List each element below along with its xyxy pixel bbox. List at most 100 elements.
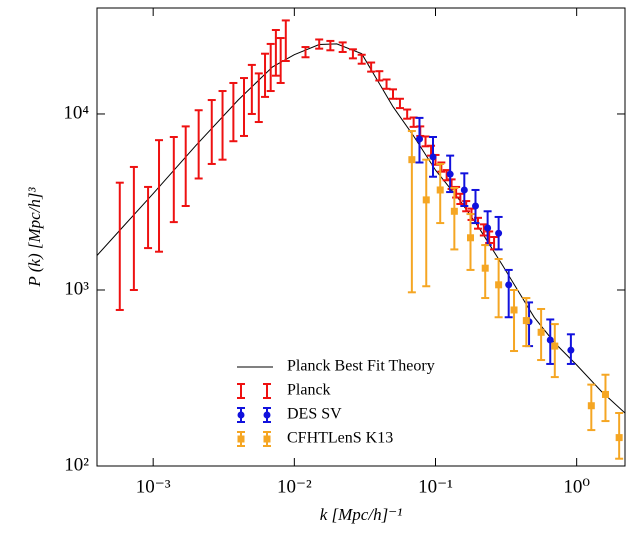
error-bar: [407, 130, 416, 294]
error-bar: [479, 223, 488, 237]
x-tick-label: 10⁻²: [277, 476, 312, 497]
error-bar: [403, 108, 412, 120]
error-bar: [281, 19, 290, 62]
marker: [615, 434, 623, 442]
error-bar: [460, 172, 469, 208]
error-bar: [510, 288, 519, 353]
marker: [450, 207, 458, 215]
legend-marker: [237, 411, 245, 419]
x-tick-label: 10⁻¹: [418, 476, 453, 497]
error-bar: [422, 158, 431, 288]
x-tick-label: 10⁻³: [136, 476, 171, 497]
error-bar: [601, 373, 610, 423]
error-bar: [357, 53, 366, 65]
marker: [408, 156, 416, 164]
legend-label: Planck: [287, 382, 331, 399]
marker: [467, 234, 475, 242]
error-bar: [301, 46, 310, 59]
marker: [537, 328, 545, 336]
error-bar: [436, 162, 445, 225]
error-bar: [271, 28, 280, 77]
error-bar: [466, 213, 475, 271]
marker: [601, 390, 609, 398]
marker: [436, 186, 444, 194]
marker: [567, 346, 575, 354]
plot-frame: [96, 7, 626, 467]
marker: [484, 224, 492, 232]
x-tick-label: 10⁰: [563, 476, 590, 497]
error-bar: [276, 37, 285, 84]
legend-label: DES SV: [287, 406, 342, 423]
legend-marker: [237, 435, 245, 443]
error-bar: [550, 323, 559, 379]
marker: [587, 402, 595, 410]
marker: [422, 196, 430, 204]
error-bar: [471, 188, 480, 225]
legend-marker: [263, 435, 271, 443]
error-bar: [375, 70, 384, 82]
marker: [495, 229, 503, 237]
error-bar: [240, 77, 249, 137]
marker: [522, 317, 530, 325]
error-bar: [326, 39, 335, 52]
error-bar: [615, 412, 624, 460]
error-bar: [247, 63, 256, 115]
error-bar: [483, 210, 492, 247]
marker: [551, 342, 559, 350]
error-bar: [456, 192, 465, 205]
error-bar: [450, 186, 459, 251]
error-bar: [229, 81, 238, 143]
legend-label: CFHTLenS K13: [287, 430, 393, 447]
error-bar: [522, 297, 531, 348]
error-bar: [395, 97, 404, 110]
marker: [481, 264, 489, 272]
error-bar: [115, 181, 124, 311]
error-bar: [566, 333, 575, 365]
y-tick-label: 10³: [64, 278, 89, 299]
error-bar: [155, 139, 164, 253]
error-bar: [315, 38, 324, 50]
marker: [446, 170, 454, 178]
error-bar: [494, 215, 503, 251]
error-bar: [389, 88, 398, 100]
marker: [505, 281, 513, 289]
error-bar: [382, 78, 391, 90]
legend-label: Planck Best Fit Theory: [287, 358, 435, 375]
error-bar: [169, 135, 178, 224]
marker: [429, 153, 437, 161]
plot-area: [97, 19, 625, 460]
y-axis-label: P (k) [Mpc/h]³: [25, 186, 44, 287]
error-bar: [218, 90, 227, 161]
error-bar: [144, 185, 153, 250]
error-bar: [207, 99, 216, 165]
error-bar: [415, 116, 424, 164]
marker: [471, 202, 479, 210]
marker: [510, 306, 518, 314]
y-tick-label: 10⁴: [63, 102, 89, 123]
x-axis-label: k [Mpc/h]⁻¹: [320, 505, 403, 524]
error-bar: [587, 383, 596, 432]
error-bar: [266, 42, 275, 93]
marker: [546, 336, 554, 344]
marker: [415, 135, 423, 143]
legend-marker: [263, 411, 271, 419]
error-bar: [546, 318, 555, 365]
error-bar: [348, 48, 357, 60]
error-bar: [254, 72, 263, 124]
error-bar: [338, 41, 347, 53]
error-bar: [367, 61, 376, 73]
marker: [495, 281, 503, 289]
marker: [460, 186, 468, 194]
error-bar: [129, 165, 138, 291]
error-bar: [261, 52, 270, 98]
error-bar: [485, 230, 494, 244]
error-bar: [446, 154, 455, 194]
error-bar: [494, 257, 503, 319]
error-bar: [194, 109, 203, 180]
error-bar: [537, 307, 546, 362]
error-bar: [181, 125, 190, 208]
error-bar: [428, 135, 437, 178]
y-tick-label: 10²: [64, 454, 89, 475]
